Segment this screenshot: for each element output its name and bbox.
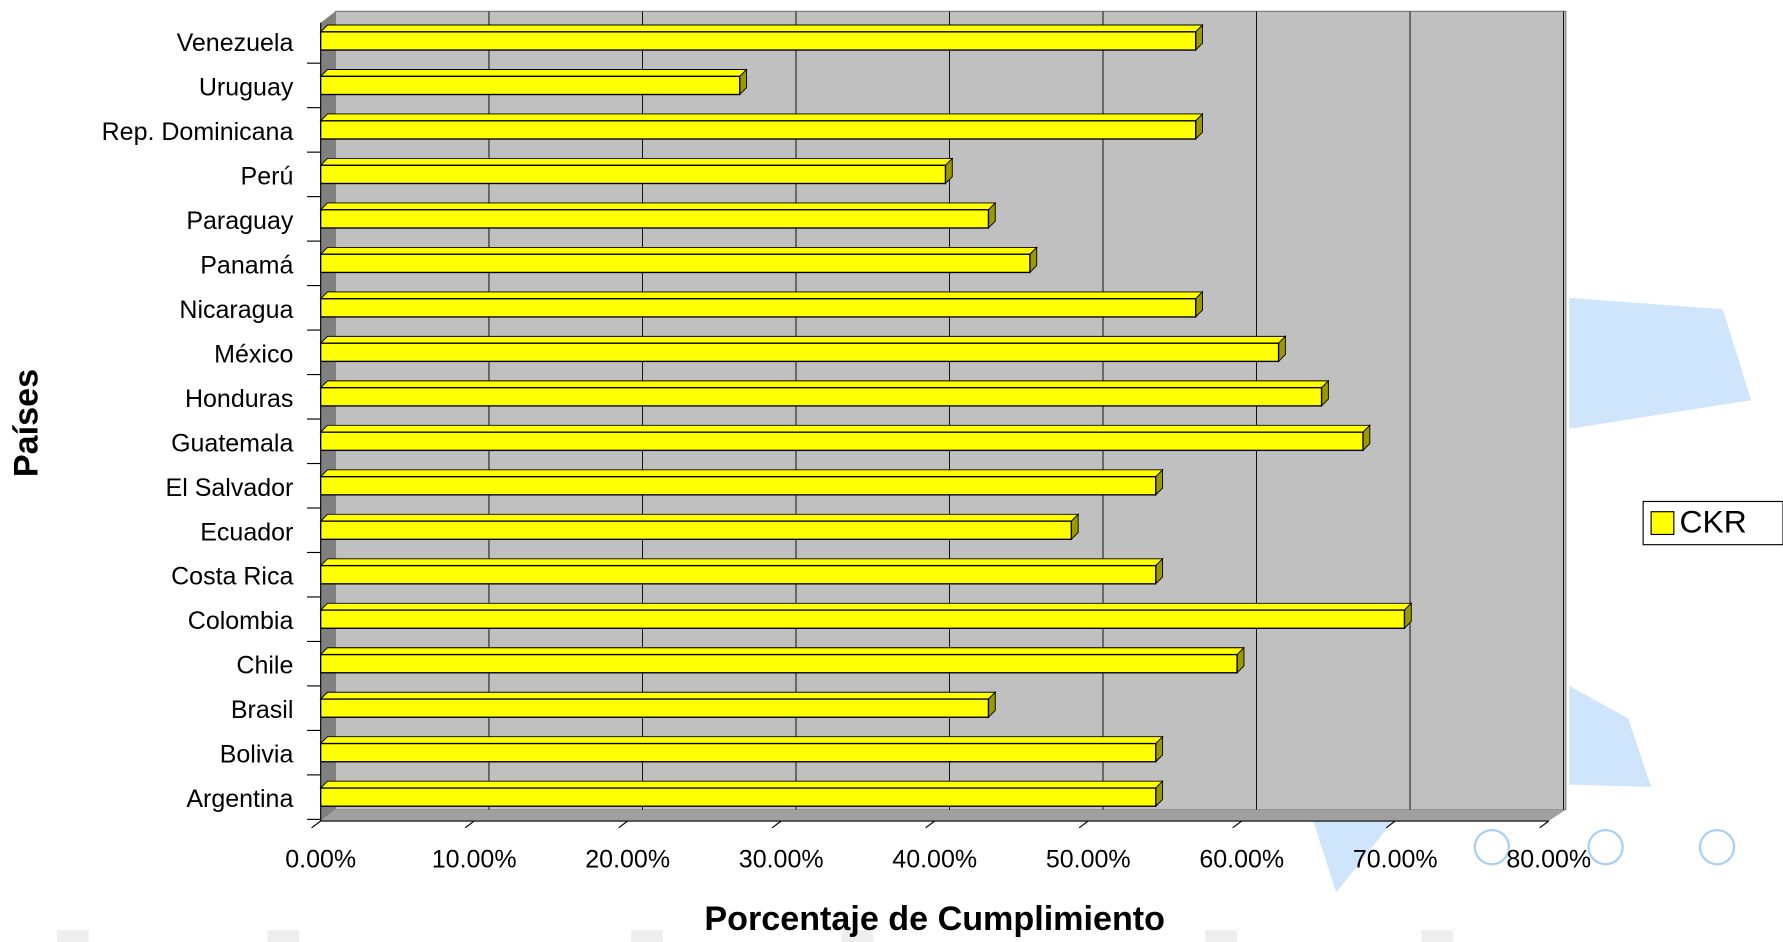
bar	[319, 209, 990, 229]
bar	[319, 75, 741, 96]
x-tick	[464, 820, 475, 829]
x-tick	[311, 820, 322, 829]
bar	[319, 564, 1157, 585]
bar	[319, 520, 1073, 541]
bar-top	[319, 558, 1164, 567]
y-tick-label: Chile	[236, 652, 293, 680]
bar	[319, 342, 1280, 363]
y-tick-label: México	[214, 340, 293, 368]
x-tick	[1078, 820, 1089, 829]
bar-top	[319, 291, 1204, 300]
bar	[319, 475, 1157, 496]
bar-top	[319, 691, 997, 700]
bar-top	[319, 780, 1164, 789]
legend-label: CKR	[1680, 504, 1747, 540]
y-tick-label: Colombia	[188, 607, 294, 635]
x-axis-title: Porcentaje de Cumplimiento	[704, 900, 1165, 938]
x-tick	[771, 820, 782, 829]
bar	[319, 431, 1364, 452]
bar-top	[319, 380, 1330, 389]
y-tick-label: Bolivia	[220, 741, 294, 769]
y-tick-label: El Salvador	[166, 474, 294, 502]
bar	[319, 609, 1406, 629]
legend-swatch	[1650, 511, 1675, 536]
y-tick-label: Perú	[241, 162, 294, 190]
y-tick-label: Panamá	[200, 251, 293, 279]
x-tick-label: 30.00%	[739, 845, 824, 873]
bar	[319, 387, 1323, 407]
bar	[319, 787, 1157, 807]
bar	[319, 698, 990, 718]
x-tick	[925, 820, 936, 829]
bar	[319, 298, 1197, 318]
x-tick-label: 50.00%	[1046, 845, 1131, 873]
floor	[320, 809, 1566, 822]
bar	[319, 164, 947, 185]
x-tick	[618, 820, 629, 829]
y-tick-label: Ecuador	[200, 518, 293, 546]
y-tick-label: Argentina	[186, 785, 293, 813]
bar-top	[319, 335, 1287, 344]
y-tick-label: Guatemala	[171, 429, 293, 457]
background-decoration	[56, 297, 1752, 942]
bar	[319, 653, 1238, 674]
x-tick	[1232, 820, 1243, 829]
bar-top	[319, 24, 1204, 33]
bar-top	[319, 647, 1246, 656]
x-tick-label: 0.00%	[285, 845, 356, 873]
x-tick-label: 10.00%	[432, 845, 517, 873]
x-tick	[1385, 820, 1396, 829]
bar-top	[319, 202, 997, 211]
y-tick-label: Rep. Dominicana	[102, 118, 294, 146]
bar	[319, 742, 1157, 763]
y-tick-label: Uruguay	[199, 73, 294, 101]
y-tick-label: Nicaragua	[179, 296, 293, 324]
bar-top	[319, 469, 1164, 478]
x-tick-label: 40.00%	[892, 845, 977, 873]
bar	[319, 120, 1197, 140]
x-tick-label: 60.00%	[1199, 845, 1284, 873]
y-tick-label: Brasil	[231, 696, 294, 724]
bar-top	[319, 158, 954, 166]
bar	[319, 253, 1031, 274]
x-tick-label: 80.00%	[1506, 845, 1591, 873]
bar-top	[319, 736, 1164, 745]
y-axis-title: Países	[7, 369, 45, 477]
bar-top	[319, 602, 1413, 611]
y-tick-label: Honduras	[185, 385, 293, 413]
x-tick-label: 20.00%	[585, 845, 670, 873]
bar	[319, 31, 1197, 51]
x-tick	[1539, 820, 1550, 829]
bar-top	[319, 246, 1038, 255]
y-tick-label: Paraguay	[186, 207, 294, 235]
bar-top	[319, 424, 1371, 433]
bar-top	[319, 113, 1204, 122]
bar-top	[319, 69, 748, 77]
x-tick-label: 70.00%	[1353, 845, 1438, 873]
y-tick-label: Venezuela	[177, 29, 294, 57]
y-tick-label: Costa Rica	[171, 563, 293, 591]
bar-top	[319, 513, 1080, 522]
